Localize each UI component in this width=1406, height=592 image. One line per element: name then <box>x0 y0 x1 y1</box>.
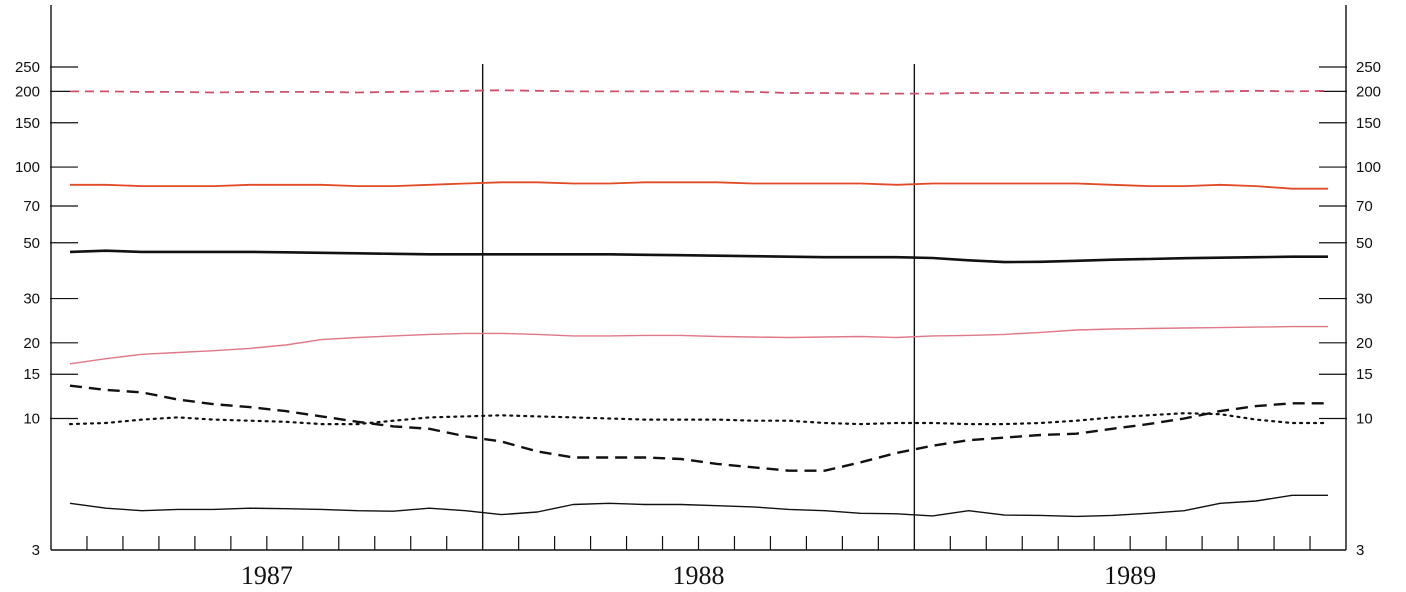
y-tick-label-right-20: 20 <box>1356 335 1373 352</box>
series-line-5 <box>69 384 1328 472</box>
year-label-1987: 1987 <box>241 561 293 590</box>
y-tick-label-left-70: 70 <box>23 198 40 215</box>
series-lines <box>68 89 1330 518</box>
y-tick-label-left-30: 30 <box>23 291 40 308</box>
y-tick-label-right-250: 250 <box>1356 59 1381 76</box>
y-tick-label-left-50: 50 <box>23 235 40 252</box>
y-tick-label-right-30: 30 <box>1356 291 1373 308</box>
y-ticks: 3 3 10 10 15 15 20 20 30 30 50 50 70 70 100 100 150 150 20… <box>15 59 1381 559</box>
year-label-1989: 1989 <box>1104 561 1156 590</box>
series-line-3 <box>69 249 1328 264</box>
y-tick-label-right-70: 70 <box>1356 198 1373 215</box>
y-tick-label-left-100: 100 <box>15 159 40 176</box>
y-tick-label-left-15: 15 <box>23 366 40 383</box>
y-tick-label-left-20: 20 <box>23 335 40 352</box>
x-year-labels: 1987 1988 1989 <box>241 561 1156 590</box>
series-line-4 <box>69 325 1328 365</box>
y-tick-label-left-150: 150 <box>15 115 40 132</box>
y-tick-label-right-3: 3 <box>1356 542 1364 559</box>
series-line-7 <box>69 494 1328 518</box>
y-tick-label-right-15: 15 <box>1356 366 1373 383</box>
y-tick-label-left-3: 3 <box>32 542 40 559</box>
y-tick-label-right-50: 50 <box>1356 235 1373 252</box>
y-tick-label-left-250: 250 <box>15 59 40 76</box>
year-label-1988: 1988 <box>673 561 725 590</box>
year-dividers <box>481 64 916 550</box>
y-tick-label-left-200: 200 <box>15 83 40 100</box>
y-tick-label-right-200: 200 <box>1356 83 1381 100</box>
x-month-ticks <box>86 536 1311 550</box>
y-tick-label-right-100: 100 <box>1356 159 1381 176</box>
series-line-1 <box>70 89 1329 95</box>
series-line-2 <box>70 181 1328 190</box>
y-tick-label-left-10: 10 <box>23 411 40 428</box>
y-tick-label-right-150: 150 <box>1356 115 1381 132</box>
series-line-6 <box>68 412 1330 426</box>
y-tick-label-right-10: 10 <box>1356 411 1373 428</box>
